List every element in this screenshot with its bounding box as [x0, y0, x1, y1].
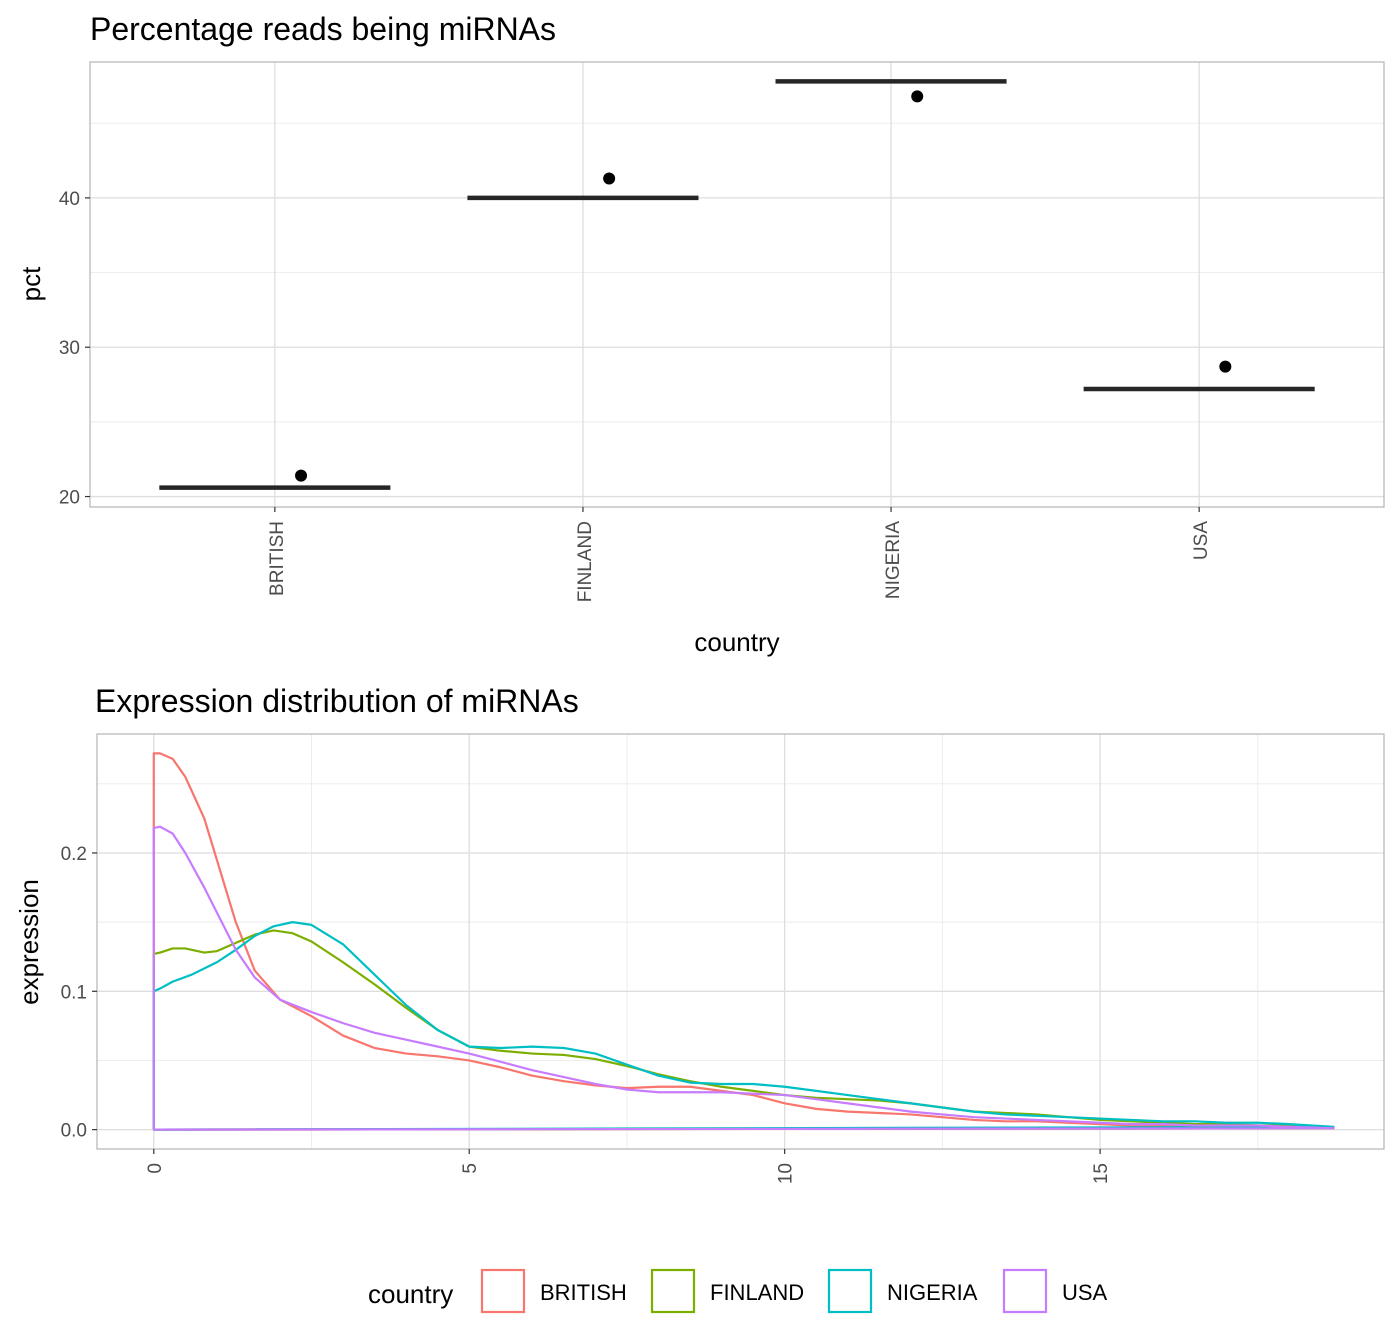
legend-items: BRITISH FINLAND NIGERIA USA [480, 1268, 1108, 1314]
legend-label-finland: FINLAND [710, 1280, 804, 1305]
data-point-british [295, 469, 308, 482]
chart-pct-marks [159, 79, 1315, 490]
y-tick-label: 0.0 [61, 1121, 87, 1142]
x-tick-label: 10 [776, 1163, 797, 1184]
chart-pct-panel [90, 62, 1384, 507]
legend-label-british: BRITISH [540, 1280, 627, 1305]
legend-key-finland [650, 1268, 696, 1314]
data-point-nigeria [911, 90, 924, 103]
y-tick-label: 0.2 [61, 844, 87, 865]
legend-label-nigeria: NIGERIA [887, 1280, 978, 1305]
legend-key-nigeria [827, 1268, 873, 1314]
chart-pct-ticks: 20 30 40 BRITISH FINLAND NIGERIA USA [59, 189, 1212, 602]
data-point-usa [1219, 360, 1232, 373]
legend-key-british [480, 1268, 526, 1314]
chart-expression-title: Expression distribution of miRNAs [95, 683, 579, 719]
density-line-usa [152, 825, 1335, 1131]
chart-expression-panel [97, 734, 1384, 1149]
x-tick-label: 0 [145, 1163, 166, 1174]
chart-expression-ticks: 0.0 0.1 0.2 0 5 10 15 [61, 844, 1113, 1184]
legend-key-usa [1002, 1268, 1048, 1314]
x-tick-label-british: BRITISH [267, 521, 288, 596]
density-line-british [152, 752, 1335, 1131]
density-line-finland [152, 929, 1335, 1131]
chart-pct-y-axis-title: pct [16, 266, 46, 301]
chart-pct-gridlines [90, 62, 1384, 507]
x-tick-label: 5 [460, 1163, 481, 1174]
x-tick-label-usa: USA [1191, 521, 1212, 560]
y-tick-label: 40 [59, 189, 80, 210]
chart-pct-border [89, 61, 1385, 508]
legend-title: country [368, 1279, 453, 1309]
chart-pct-title: Percentage reads being miRNAs [90, 11, 556, 47]
chart-expression-y-axis-title: expression [14, 879, 44, 1005]
density-line-nigeria [152, 921, 1335, 1131]
chart-expression-marks [152, 752, 1335, 1131]
legend-label-usa: USA [1062, 1280, 1108, 1305]
y-tick-label: 30 [59, 338, 80, 359]
y-tick-label: 0.1 [61, 982, 87, 1003]
x-tick-label-nigeria: NIGERIA [883, 521, 904, 599]
chart-expression-border [96, 733, 1385, 1150]
x-tick-label-finland: FINLAND [575, 521, 596, 602]
data-point-finland [603, 172, 616, 185]
chart-pct-x-axis-title: country [694, 627, 779, 657]
x-tick-label: 15 [1091, 1163, 1112, 1184]
chart-expression: Expression distribution of miRNAs 0.0 0.1… [14, 683, 1385, 1184]
chart-pct: Percentage reads being miRNAs 20 30 40 BRIT… [16, 11, 1385, 657]
legend: country BRITISH FINLAND NIGERIA USA [368, 1268, 1108, 1314]
y-tick-label: 20 [59, 488, 80, 509]
